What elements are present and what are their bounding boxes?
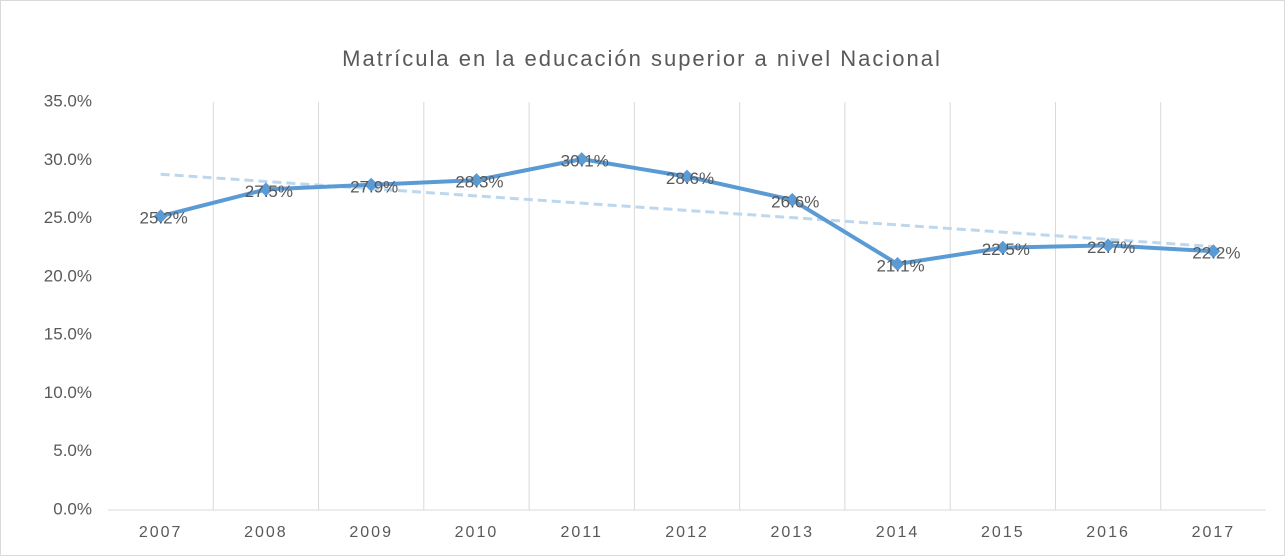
x-tick-label: 2010 bbox=[455, 524, 499, 541]
data-label: 28.3% bbox=[455, 173, 503, 192]
marker bbox=[890, 257, 905, 272]
data-label: 28.6% bbox=[666, 169, 714, 188]
y-tick-label: 15.0% bbox=[44, 325, 92, 344]
data-label: 21.1% bbox=[876, 257, 924, 276]
x-tick-label: 2016 bbox=[1086, 524, 1130, 541]
data-label: 26.6% bbox=[771, 192, 819, 211]
data-label: 30.1% bbox=[561, 152, 609, 171]
marker bbox=[680, 169, 694, 184]
data-label: 22.7% bbox=[1087, 238, 1135, 257]
y-tick-label: 20.0% bbox=[44, 266, 92, 285]
marker bbox=[995, 240, 1010, 255]
data-label: 27.5% bbox=[245, 182, 293, 201]
marker bbox=[153, 209, 168, 224]
marker bbox=[785, 192, 800, 207]
marker bbox=[574, 152, 589, 167]
marker bbox=[469, 173, 484, 188]
x-tick-label: 2012 bbox=[665, 524, 709, 541]
x-tick-label: 2014 bbox=[876, 524, 920, 541]
data-label: 22.5% bbox=[982, 240, 1030, 259]
x-tick-label: 2017 bbox=[1192, 524, 1236, 541]
marker bbox=[364, 177, 379, 192]
x-tick-label: 2007 bbox=[139, 524, 183, 541]
x-tick-label: 2015 bbox=[981, 524, 1025, 541]
x-tick-label: 2011 bbox=[561, 524, 603, 541]
y-tick-label: 10.0% bbox=[44, 383, 92, 402]
data-label: 25.2% bbox=[140, 209, 188, 228]
chart-title: Matrícula en la educación superior a niv… bbox=[342, 46, 942, 71]
data-label: 22.2% bbox=[1192, 244, 1240, 263]
x-tick-label: 2008 bbox=[244, 524, 288, 541]
y-tick-label: 0.0% bbox=[53, 499, 92, 518]
y-tick-label: 35.0% bbox=[44, 91, 92, 110]
y-tick-label: 30.0% bbox=[44, 150, 92, 169]
x-tick-label: 2009 bbox=[349, 524, 393, 541]
y-tick-label: 25.0% bbox=[44, 208, 92, 227]
y-tick-label: 5.0% bbox=[53, 441, 92, 460]
marker bbox=[258, 182, 273, 197]
x-tick-label: 2013 bbox=[770, 524, 814, 541]
marker bbox=[1206, 244, 1221, 259]
data-label: 27.9% bbox=[350, 177, 398, 196]
marker bbox=[1101, 238, 1116, 253]
